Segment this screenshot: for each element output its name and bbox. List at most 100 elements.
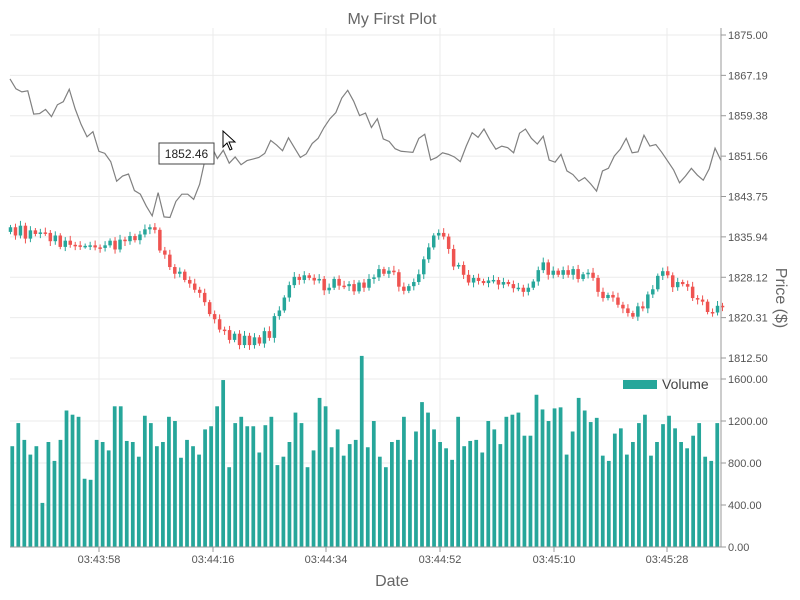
candle-down xyxy=(158,229,162,251)
volume-tick-label: 400.00 xyxy=(728,500,762,512)
price-tick-label: 1843.75 xyxy=(728,192,768,204)
volume-bar xyxy=(492,429,497,547)
volume-bar xyxy=(70,414,75,547)
candle-down xyxy=(506,282,511,285)
candle-down xyxy=(631,313,635,317)
volume-bar xyxy=(191,446,195,547)
candle-up xyxy=(287,285,292,298)
candle-down xyxy=(257,337,262,344)
volume-bar xyxy=(655,442,659,547)
candle-up xyxy=(436,232,441,236)
candle-down xyxy=(700,299,705,302)
candle-down xyxy=(43,232,48,234)
volume-bar xyxy=(257,452,262,547)
candle-down xyxy=(397,272,401,287)
volume-bar xyxy=(40,502,45,547)
volume-bar xyxy=(106,450,111,547)
candle-up xyxy=(53,235,58,242)
volume-bar xyxy=(299,423,304,547)
volume-bar xyxy=(558,407,563,547)
volume-bar xyxy=(691,435,696,547)
candle-up xyxy=(646,294,650,309)
candle-up xyxy=(302,275,307,280)
candle-up xyxy=(88,245,92,247)
price-tick-label: 1820.31 xyxy=(728,313,768,325)
volume-bar xyxy=(450,459,454,547)
candle-down xyxy=(237,333,242,346)
volume-bar xyxy=(546,421,551,547)
candle-down xyxy=(267,331,272,338)
volume-bar xyxy=(552,408,557,547)
candle-down xyxy=(576,269,580,279)
volume-bar xyxy=(16,423,21,547)
candles xyxy=(8,220,725,350)
candle-down xyxy=(58,235,63,247)
mouse-cursor-icon xyxy=(222,129,237,151)
volume-bar xyxy=(703,456,708,547)
candle-down xyxy=(207,302,212,315)
candle-down xyxy=(93,245,97,248)
candle-up xyxy=(636,306,640,317)
volume-bar xyxy=(643,414,647,547)
volume-bar xyxy=(112,406,117,547)
candle-down xyxy=(685,284,690,287)
candle-up xyxy=(427,247,431,260)
candle-down xyxy=(496,279,501,285)
candle-down xyxy=(641,306,645,309)
candle-down xyxy=(153,227,157,230)
volume-bar xyxy=(606,460,611,547)
candle-up xyxy=(292,276,297,286)
candle-down xyxy=(123,239,127,242)
volume-bar xyxy=(323,406,328,547)
volume-bar xyxy=(76,416,81,547)
candle-up xyxy=(586,272,590,275)
volume-bar xyxy=(667,415,671,547)
volume-bar xyxy=(618,428,623,547)
x-tick-label: 03:44:34 xyxy=(305,554,348,566)
candle-up xyxy=(18,225,23,236)
candle-up xyxy=(118,239,122,250)
volume-bar xyxy=(709,460,714,547)
volume-bar xyxy=(347,444,352,547)
volume-bar xyxy=(311,450,316,547)
candle-down xyxy=(446,236,451,249)
volume-bar xyxy=(486,421,491,547)
candle-down xyxy=(48,232,53,242)
volume-bar xyxy=(697,423,702,547)
volume-bar xyxy=(649,455,653,547)
price-tick-label: 1851.56 xyxy=(728,151,768,163)
candle-down xyxy=(476,277,481,281)
candle-down xyxy=(247,335,252,346)
volume-bar xyxy=(215,406,219,547)
volume-bar xyxy=(540,409,545,547)
legend-label-volume: Volume xyxy=(662,376,709,392)
volume-bar xyxy=(624,454,629,547)
candle-down xyxy=(392,270,396,273)
candle-up xyxy=(407,286,411,291)
candle-down xyxy=(183,271,187,280)
candle-down xyxy=(217,319,222,330)
price-tick-label: 1859.38 xyxy=(728,111,768,123)
candle-up xyxy=(128,236,132,242)
volume-bar xyxy=(715,423,720,547)
legend[interactable]: Volume xyxy=(623,376,709,392)
volume-bar xyxy=(498,444,503,547)
volume-bar xyxy=(462,446,467,547)
volume-bar xyxy=(576,397,581,547)
y-axis-title: Price ($) xyxy=(772,268,789,328)
volume-bar xyxy=(94,439,99,547)
volume-bar xyxy=(100,442,105,547)
volume-bar xyxy=(155,446,159,547)
volume-bar xyxy=(474,439,479,547)
candle-up xyxy=(571,269,575,275)
volume-bar xyxy=(82,478,87,547)
volume-bar xyxy=(179,457,183,547)
candle-down xyxy=(720,305,725,308)
candle-up xyxy=(516,287,521,290)
candle-up xyxy=(377,269,381,278)
volume-bar xyxy=(631,442,635,547)
volume-bar xyxy=(534,394,539,547)
volume-bar xyxy=(329,447,334,547)
volume-tick-label: 1600.00 xyxy=(728,374,768,386)
volume-bar xyxy=(34,446,39,547)
